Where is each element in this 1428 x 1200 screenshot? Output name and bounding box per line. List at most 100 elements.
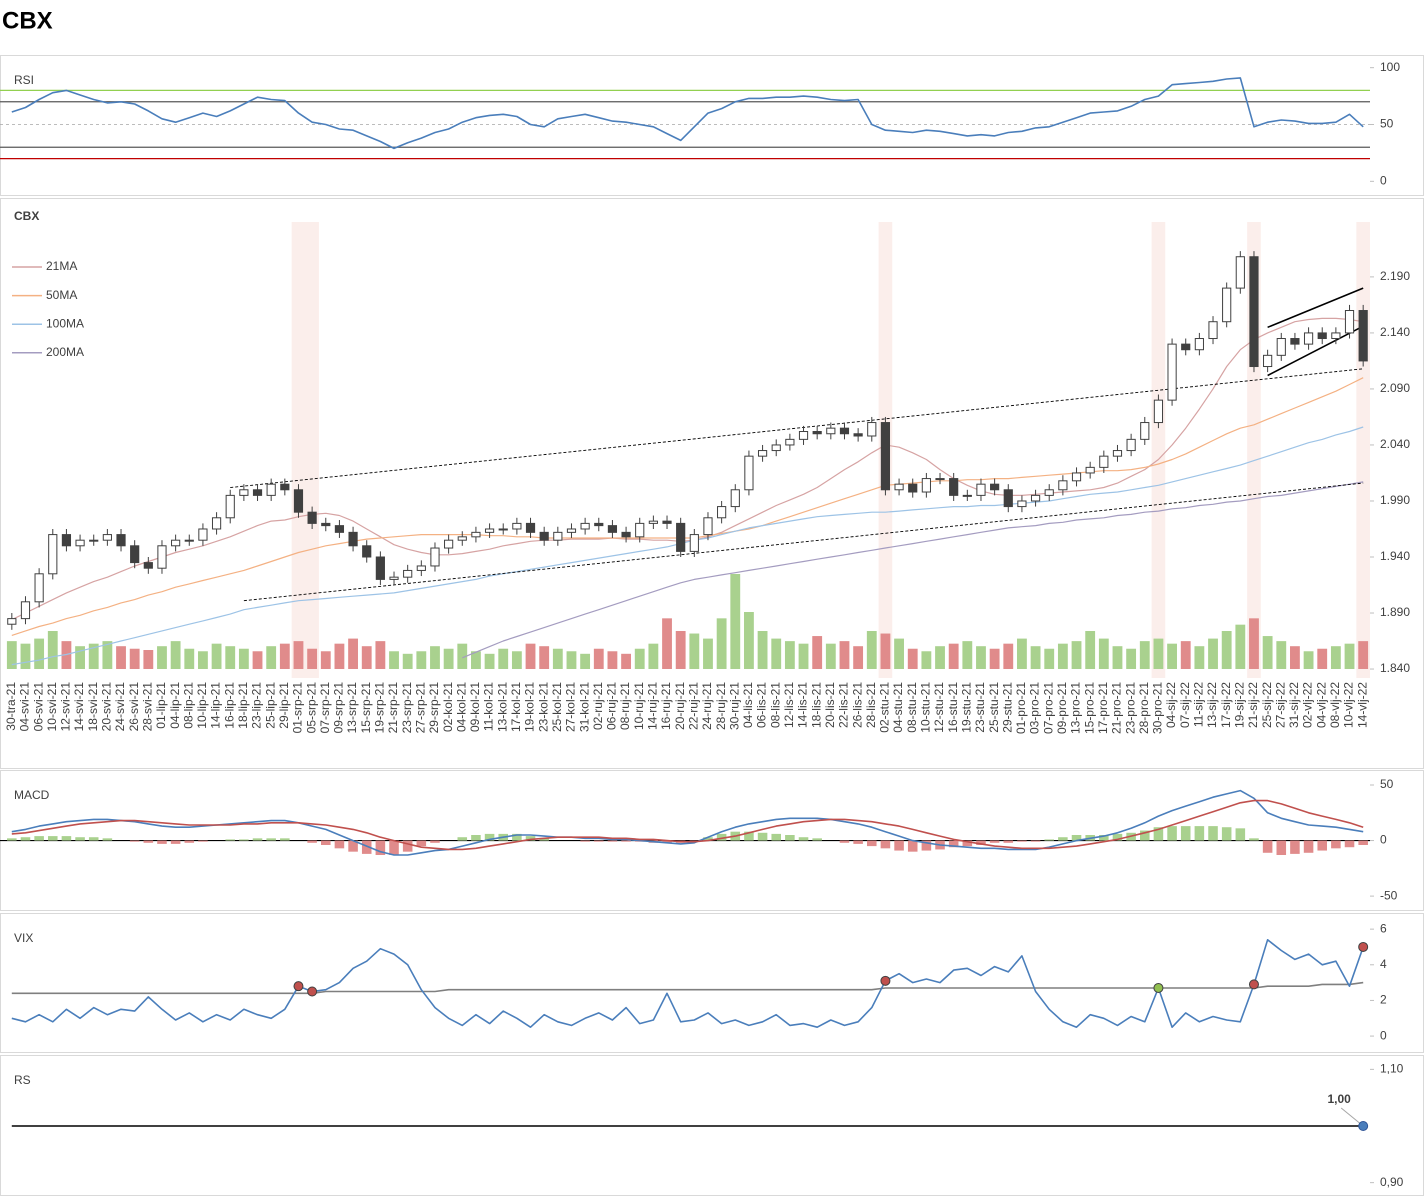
x-tick-label: 09-pro-21 [1055,682,1069,734]
x-tick-label: 18-lip-21 [236,682,250,729]
volume-bar [34,638,45,669]
x-tick-label: 04-vlj-22 [1314,682,1328,728]
volume-bar [730,574,741,669]
volume-bar [457,643,468,669]
y-tick-label: 1.940 [1380,549,1410,563]
candle-body [1235,256,1245,289]
volume-bar [593,648,604,669]
volume-bar [935,646,945,669]
volume-bar [1303,651,1314,669]
histogram-bar [143,840,154,843]
histogram-bar [1071,835,1082,841]
candle-body [621,531,631,538]
volume-bar [6,641,17,669]
volume-bar [580,653,591,669]
volume-bar [1044,648,1055,669]
volume-bar [771,638,782,669]
x-tick-label: 04-svi-21 [18,682,32,732]
x-tick-label: 31-sij-22 [1287,682,1301,728]
volume-bar [1276,641,1287,669]
candle-body [1208,321,1218,340]
candle-body [1276,338,1286,356]
x-tick-label: 20-svi-21 [100,682,114,732]
candle-body [635,522,645,538]
panel [0,913,1424,1053]
histogram-bar [361,840,372,854]
histogram-bar [184,840,195,843]
candle-body [266,483,276,496]
histogram-bar [129,840,140,842]
histogram-bar [1153,827,1164,841]
histogram-bar [525,836,536,841]
x-tick-label: 19-stu-21 [959,682,973,733]
volume-bar [143,650,154,669]
volume-bar [1358,641,1369,669]
candle-body [211,517,222,530]
candle-body [553,531,563,541]
x-tick-label: 18-svi-21 [86,682,100,732]
volume-bar [1057,643,1068,669]
volume-bar [648,643,659,669]
volume-bar [744,612,754,669]
x-tick-label: 10-svi-21 [45,682,59,732]
volume-bar [798,643,809,669]
x-tick-label: 08-lis-21 [768,682,782,728]
histogram-bar [621,840,631,842]
y-tick-label: 50 [1380,777,1394,791]
candle-body [252,489,263,496]
histogram-bar [976,840,986,845]
highlight-band [1151,222,1166,678]
x-tick-label: 28-pro-21 [1137,682,1151,734]
volume-bar [334,643,345,669]
candle-body [457,536,467,541]
candle-body [416,565,426,571]
highlight-band [305,222,319,678]
histogram-bar [1058,837,1068,841]
volume-bar [1249,618,1259,669]
x-tick-label: 22-ruj-21 [686,682,700,730]
candle-body [1030,494,1041,502]
histogram-bar [320,840,331,845]
candle-body [771,444,781,452]
x-tick-label: 08-ruj-21 [618,682,632,730]
candle-body [75,539,85,547]
volume-bar [443,648,454,669]
volume-bar [675,631,686,669]
x-tick-label: 04-sij-22 [1164,682,1178,728]
histogram-bar [894,840,904,851]
volume-bar [484,653,495,669]
histogram-bar [471,835,481,841]
x-tick-label: 14-lip-21 [209,682,223,729]
histogram-bar [1180,826,1191,841]
candle-body [89,539,99,542]
histogram-bar [334,840,345,849]
histogram-bar [1167,826,1177,841]
histogram-bar [607,840,618,842]
volume-bar [402,653,413,669]
x-tick-label: 07-sij-22 [1178,682,1192,728]
candle-body [812,431,822,435]
candle-body [867,422,877,437]
volume-bar [1317,648,1328,669]
x-tick-label: 25-kol-21 [550,682,564,732]
x-tick-label: 12-stu-21 [932,682,946,733]
candle-body [853,433,863,437]
series-line [11,77,1364,150]
volume-bar [389,651,399,669]
y-tick-label: 0 [1380,173,1387,187]
volume-bar [1071,641,1082,669]
histogram-bar [1017,840,1027,842]
x-tick-label: 08-stu-21 [905,682,919,733]
x-tick-label: 30-pro-21 [1151,682,1165,734]
volume-bar [88,643,99,669]
candle-body [280,483,290,491]
x-tick-label: 02-ruj-21 [591,682,605,730]
x-tick-label: 14-lis-21 [796,682,810,728]
volume-bar [539,646,550,669]
histogram-bar [457,837,468,841]
candle-body [198,528,208,541]
x-tick-label: 28-lis-21 [864,682,878,728]
x-tick-label: 26-lis-21 [850,682,864,728]
x-tick-label: 13-kol-21 [495,682,509,732]
volume-bar [1098,638,1109,669]
